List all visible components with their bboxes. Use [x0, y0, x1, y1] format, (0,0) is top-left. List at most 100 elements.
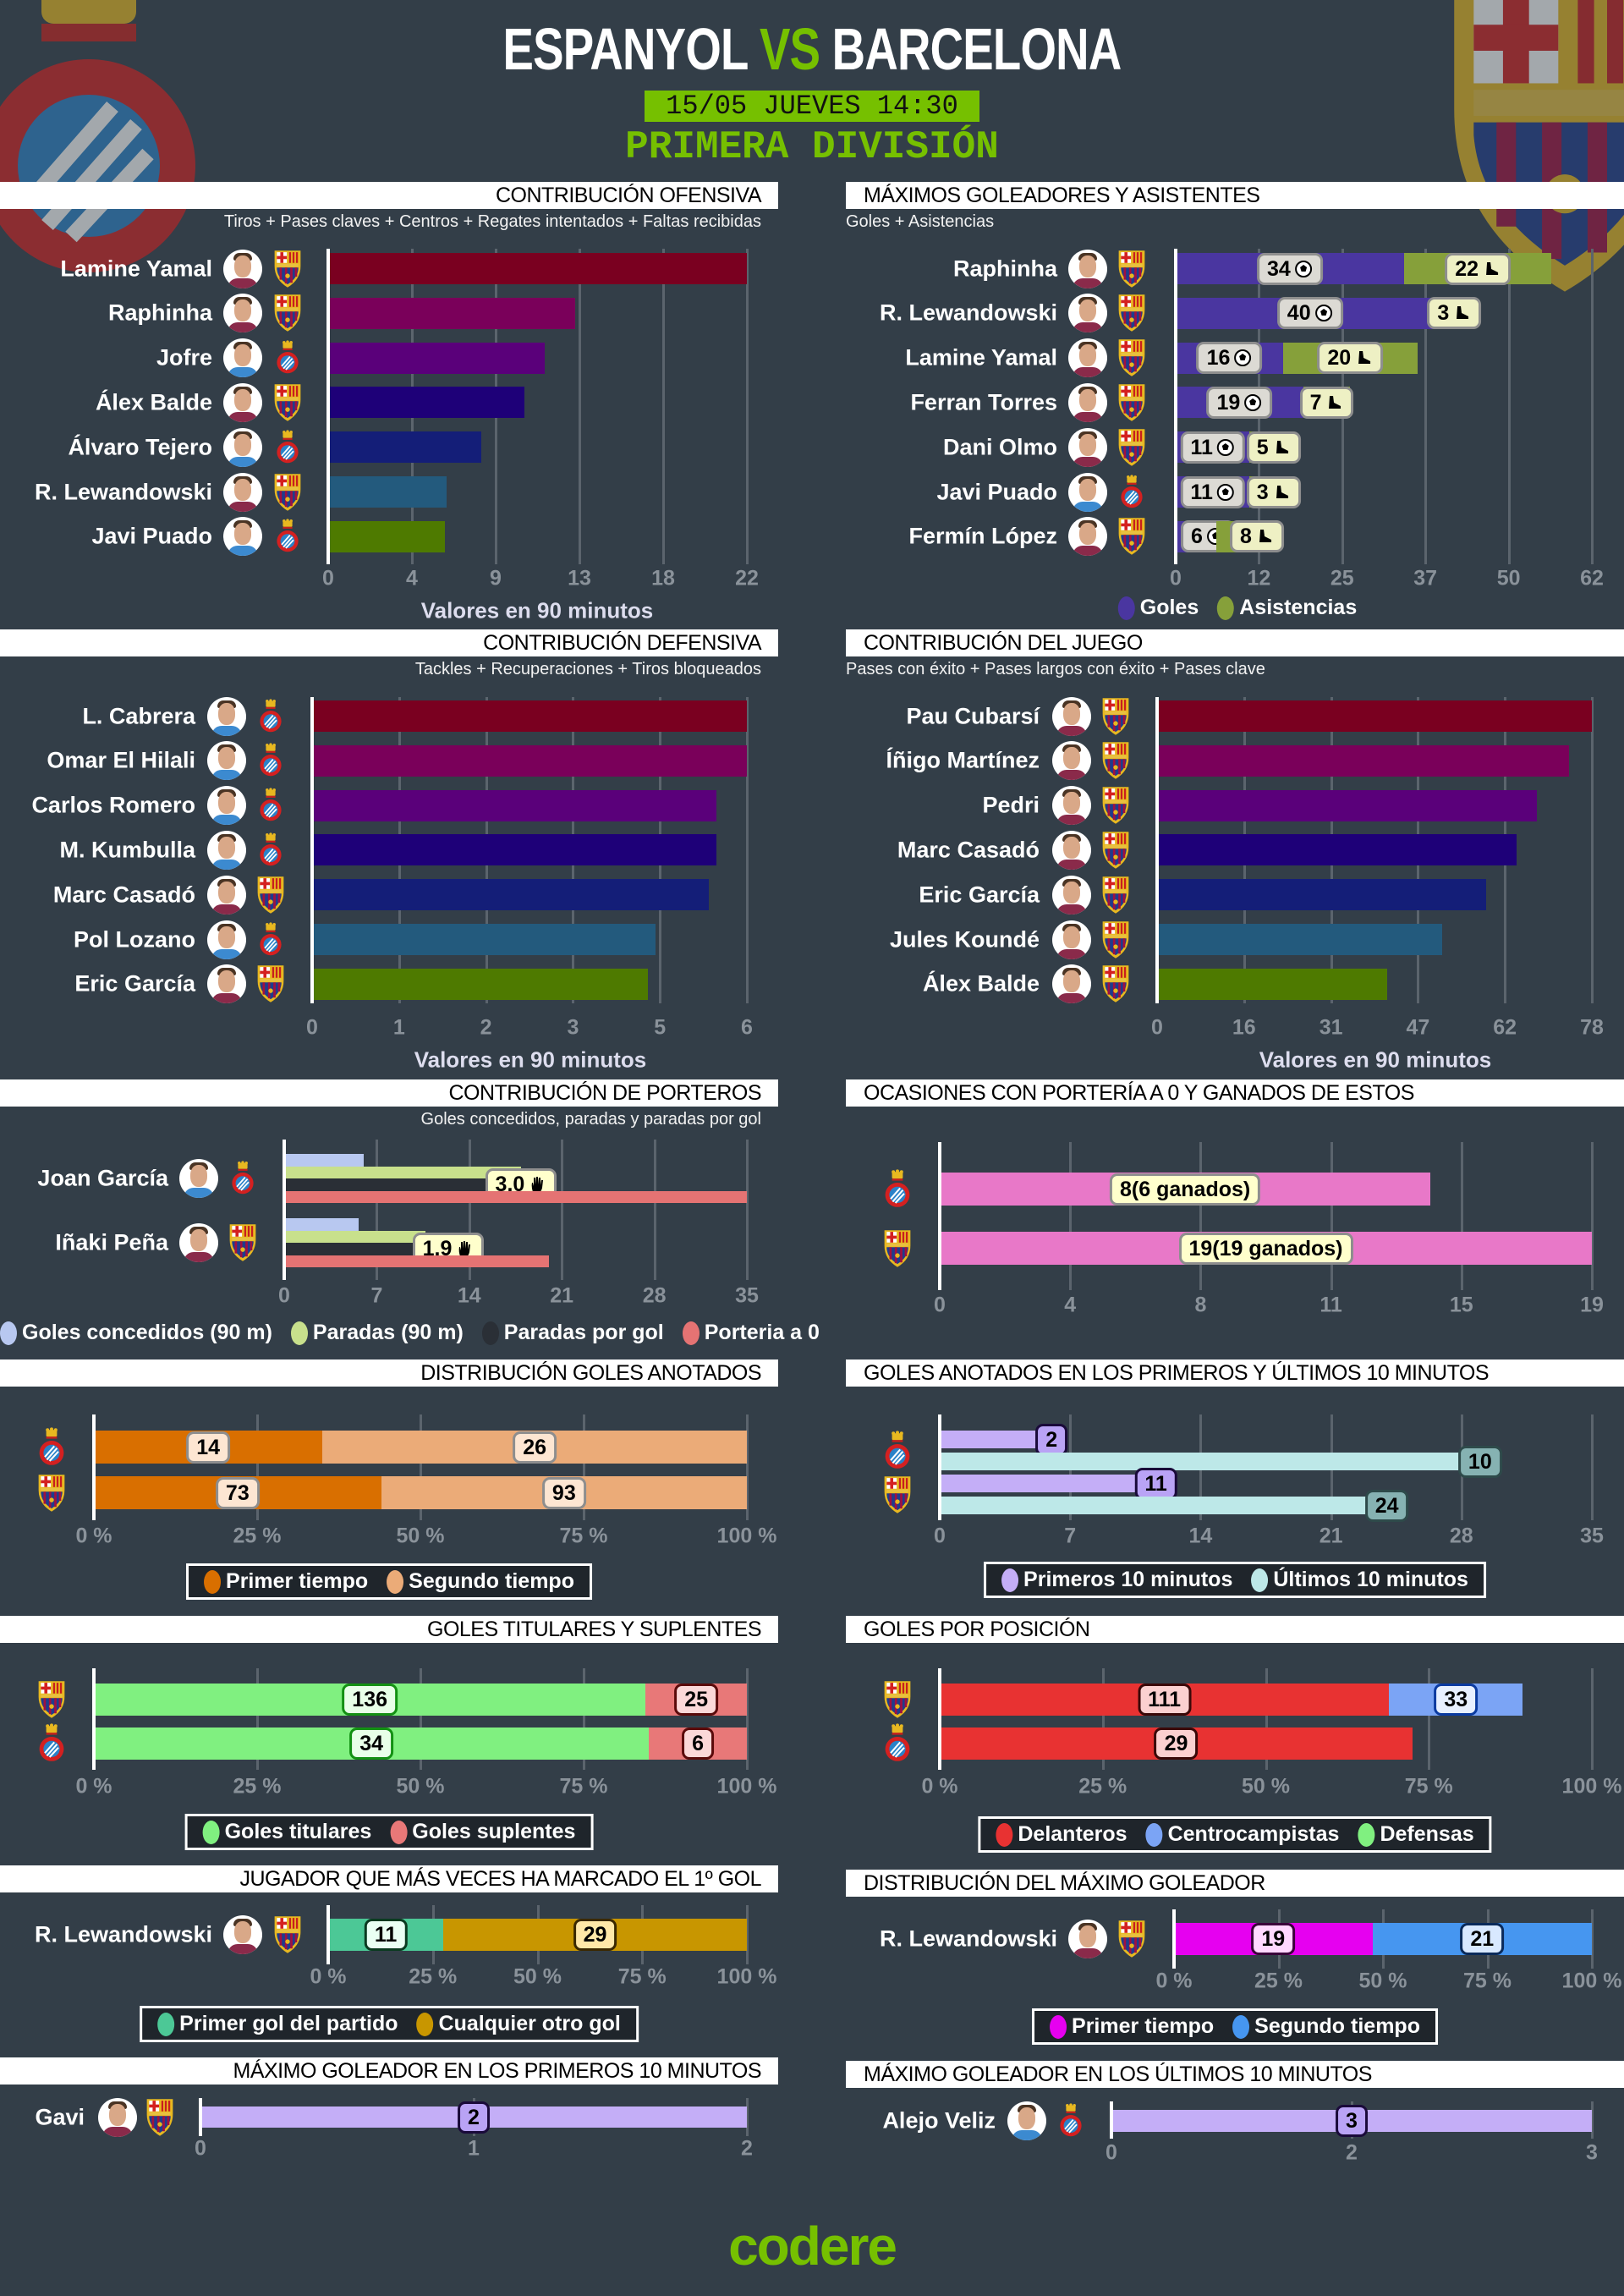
bar [312, 744, 747, 777]
x-tick-label: 0 % [75, 1774, 112, 1799]
subtitle-porteros: Goles concedidos, paradas y paradas por … [420, 1110, 761, 1129]
x-tick-label: 14 [457, 1283, 481, 1308]
gridline [1591, 249, 1594, 564]
bar [312, 968, 648, 1000]
legend-item: Primer tiempo [1050, 2014, 1214, 2039]
soccer-ball-icon [1216, 438, 1234, 456]
legend-label: Cualquier otro gol [438, 2012, 621, 2035]
avatar-face [1063, 970, 1080, 993]
xlabel-ofensiva: Valores en 90 minutos [420, 597, 654, 623]
data-label: 3 [1246, 475, 1301, 508]
gridline [256, 1414, 259, 1520]
legend-item: Goles titulares [202, 1820, 371, 1844]
player-name: Pau Cubarsí [906, 703, 1040, 728]
gridline [653, 1140, 656, 1280]
espanyol-crest-icon [259, 920, 283, 960]
legend-swatch [682, 1321, 700, 1345]
gridline [256, 1668, 259, 1770]
player-avatar [223, 382, 262, 422]
avatar-shirt [1073, 501, 1103, 512]
boot-icon [1457, 306, 1469, 320]
data-label: 7 [1299, 386, 1354, 419]
gridline [746, 2098, 749, 2136]
section-title-dist-maximo: DISTRIBUCIÓN DEL MÁXIMO GOLEADOR [846, 1870, 1624, 1897]
bar [312, 700, 747, 732]
player-avatar [179, 1159, 218, 1198]
x-tick-label: 0 [278, 1283, 290, 1308]
barcelona-crest-icon [1116, 382, 1148, 422]
avatar-face [234, 299, 251, 322]
legend-swatch [416, 2012, 434, 2036]
player-name: Ferran Torres [910, 389, 1057, 415]
gridline [746, 1668, 749, 1770]
soccer-ball-icon [1314, 305, 1332, 322]
soccer-ball-icon [1234, 349, 1252, 367]
player-avatar [223, 294, 262, 333]
espanyol-crest-icon [259, 696, 283, 737]
data-label: 34 [1256, 252, 1323, 285]
avatar-shirt [228, 501, 258, 512]
player-name: Javi Puado [936, 479, 1057, 504]
avatar-face [1079, 433, 1096, 456]
barcelona-crest-icon [1100, 786, 1132, 826]
player-avatar [207, 964, 246, 1004]
x-tick-label: 12 [1247, 566, 1271, 590]
player-avatar [1068, 294, 1107, 333]
x-tick-label: 18 [651, 566, 675, 590]
data-label-value: 10 [1468, 1449, 1492, 1474]
player-avatar [1052, 964, 1091, 1004]
player-avatar [1068, 382, 1107, 422]
gridline [1591, 1909, 1594, 1969]
y-axis-line [1172, 1909, 1176, 1969]
player-avatar [223, 472, 262, 512]
legend-label: Segundo tiempo [409, 1569, 574, 1593]
x-tick-label: 3 [1586, 2140, 1598, 2165]
data-label-value: 5 [1256, 435, 1269, 459]
avatar-shirt [1056, 859, 1087, 870]
avatar-shirt [1056, 770, 1087, 781]
legend-item: Porteria a 0 [682, 1321, 820, 1345]
x-tick-label: 75 % [559, 1774, 608, 1799]
y-axis-line [1174, 249, 1177, 564]
data-label-value: 25 [684, 1688, 709, 1711]
avatar-shirt [102, 2126, 133, 2137]
bar-porteria-a-0 [284, 1190, 747, 1203]
soccer-ball-icon [1216, 483, 1234, 501]
gridline [1591, 1668, 1594, 1770]
legend-item: Cualquier otro gol [416, 2012, 621, 2036]
x-tick-label: 31 [1319, 1015, 1343, 1040]
barcelona-crest-icon [272, 294, 304, 333]
legend-swatch [390, 1820, 408, 1844]
data-label: 73 [215, 1476, 260, 1509]
data-label: 19(19 ganados) [1178, 1232, 1353, 1265]
data-label: 16 [1196, 342, 1263, 375]
avatar-shirt [1073, 411, 1103, 422]
avatar-shirt [211, 815, 242, 826]
data-label-value: 8(6 ganados) [1120, 1177, 1251, 1201]
avatar-face [1063, 702, 1080, 725]
x-tick-label: 50 % [513, 1964, 562, 1989]
x-tick-label: 0 [934, 1293, 946, 1317]
barcelona-crest-icon [881, 1680, 914, 1720]
gridline [583, 1414, 585, 1520]
espanyol-crest-icon [276, 427, 299, 468]
barcelona-crest-icon [272, 1915, 304, 1955]
x-tick-label: 1 [392, 1015, 405, 1040]
x-tick-label: 3 [567, 1015, 579, 1040]
x-tick-label: 25 % [409, 1964, 458, 1989]
bar [328, 297, 576, 329]
bar [312, 789, 716, 821]
data-label-value: 29 [583, 1923, 607, 1947]
legend-label: Goles suplentes [412, 1820, 576, 1843]
legend-swatch [204, 1569, 222, 1594]
avatar-face [109, 2103, 126, 2126]
barcelona-crest-icon [255, 964, 287, 1004]
bar--ltimos-10-minutos [940, 1453, 1480, 1470]
gridline [1265, 1668, 1268, 1770]
player-avatar [207, 786, 246, 826]
avatar-shirt [1073, 456, 1103, 467]
legend: Delanteros Centrocampistas Defensas [978, 1816, 1492, 1853]
legend-label: Primer tiempo [1072, 2014, 1215, 2038]
player-avatar [1068, 472, 1107, 512]
espanyol-crest-icon [276, 516, 299, 557]
